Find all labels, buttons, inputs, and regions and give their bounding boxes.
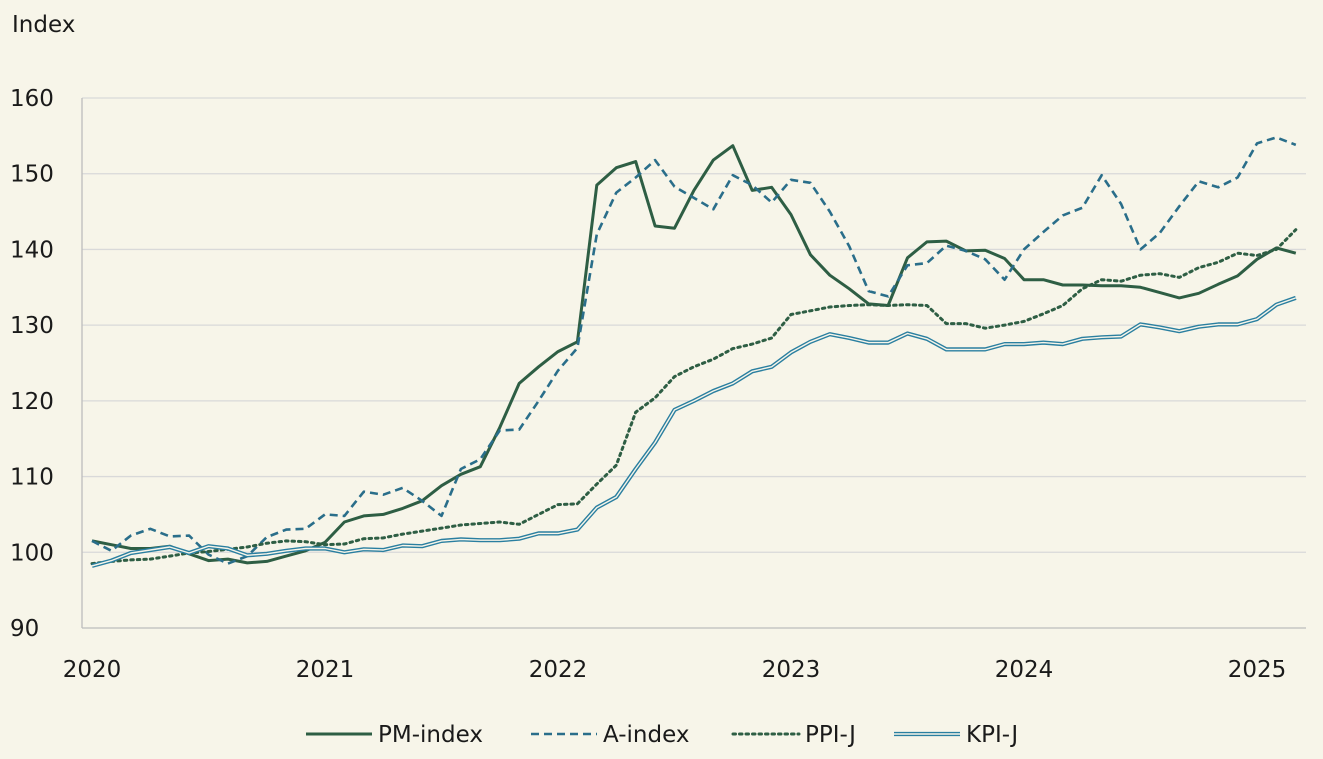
y-tick-label: 90 xyxy=(10,616,39,642)
y-axis-label: Index xyxy=(12,12,75,38)
x-tick-label: 2024 xyxy=(995,657,1054,683)
gridlines xyxy=(81,97,1306,629)
series-line-inner-3 xyxy=(91,297,1297,567)
legend-label: PM-index xyxy=(378,722,483,748)
y-tick-label: 110 xyxy=(10,465,54,491)
legend-label: A-index xyxy=(603,722,689,748)
x-tick-label: 2025 xyxy=(1228,657,1287,683)
y-tick-label: 120 xyxy=(10,389,54,415)
y-tick-label: 100 xyxy=(10,540,54,566)
y-tick-label: 130 xyxy=(10,313,54,339)
series-line-2 xyxy=(90,228,1298,566)
legend-label: KPI-J xyxy=(966,722,1018,748)
x-tick-labels: 2020 2021 2022 2023 2024 2025 xyxy=(63,657,1287,683)
x-tick-label: 2023 xyxy=(762,657,821,683)
y-tick-labels: 90 100 110 120 130 140 150 160 xyxy=(10,86,54,642)
y-tick-label: 140 xyxy=(10,237,54,263)
x-tick-label: 2022 xyxy=(529,657,588,683)
series-line-outer-3 xyxy=(91,295,1297,568)
legend: PM-index A-index PPI-J KPI-J xyxy=(306,722,1018,748)
x-tick-label: 2021 xyxy=(296,657,355,683)
series-line-0 xyxy=(91,144,1297,565)
y-tick-label: 160 xyxy=(10,86,54,112)
series-lines xyxy=(90,136,1298,568)
series-line-1 xyxy=(91,136,1297,565)
y-tick-label: 150 xyxy=(10,162,54,188)
x-tick-label: 2020 xyxy=(63,657,122,683)
legend-label: PPI-J xyxy=(805,722,856,748)
